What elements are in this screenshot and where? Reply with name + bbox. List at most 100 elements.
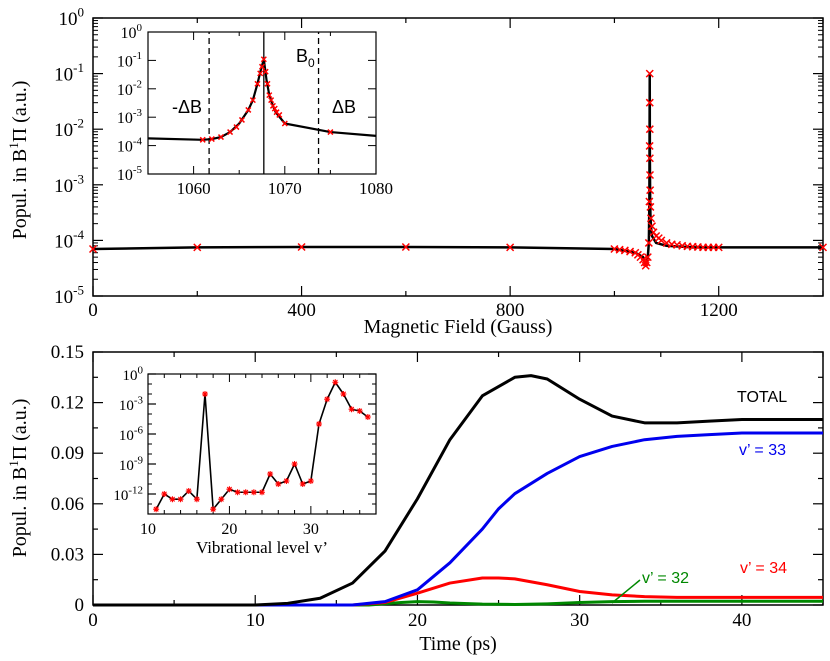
top-y-tick-label--5: 10-5 xyxy=(54,282,84,308)
top-inset-y-tick-label-0: 100 xyxy=(121,22,143,42)
bottom-inset-panel: 10 20 30 10-12 10-9 10-6 10-3 100 Vibrational … xyxy=(113,364,377,557)
bottom-inset-y-tick-label--3: 10-3 xyxy=(119,394,144,414)
series-label-total: TOTAL xyxy=(737,389,787,406)
bottom-inset-marker-20 xyxy=(316,421,322,427)
top-markers xyxy=(88,69,828,270)
top-marker-1 xyxy=(193,243,202,252)
top-marker-23 xyxy=(645,154,654,163)
bottom-inset-marker-16 xyxy=(283,477,290,484)
top-x-tick-label-0: 0 xyxy=(88,300,98,321)
bottom-inset-marker-18 xyxy=(299,481,306,487)
top-inset-marker-0 xyxy=(199,136,206,143)
top-inset-marker-13 xyxy=(264,80,271,87)
v32-pointer-line xyxy=(611,579,641,604)
top-inset-marker-21 xyxy=(327,129,334,136)
bottom-inset-marker-7 xyxy=(210,506,217,513)
series-label-v34: v’ = 34 xyxy=(740,560,787,577)
top-inset-marker-8 xyxy=(254,80,261,87)
top-inset-y-tick-label--3: 10-3 xyxy=(117,107,143,127)
bottom-y-tick-label-2: 0.06 xyxy=(51,494,84,515)
top-y-axis-label: Popul. in B1Π (a.u.) xyxy=(6,81,31,240)
bottom-inset-y-tick-label--6: 10-6 xyxy=(119,424,144,444)
bottom-inset-x-tick-label-10: 10 xyxy=(140,521,156,538)
top-marker-44 xyxy=(818,243,828,252)
top-marker-43 xyxy=(714,243,723,252)
top-marker-26 xyxy=(646,202,655,211)
top-inset-marker-17 xyxy=(271,105,278,112)
series-label-v33: v’ = 33 xyxy=(739,442,786,459)
bottom-inset-marker-11 xyxy=(242,489,249,496)
bottom-inset-y-ticks: 10-12 10-9 10-6 10-3 100 xyxy=(113,364,376,515)
top-marker-19 xyxy=(645,141,654,150)
series-label-v32: v’ = 32 xyxy=(642,570,689,587)
bottom-inset-marker-26 xyxy=(364,414,371,421)
bottom-x-tick-label-0: 0 xyxy=(88,610,98,631)
bottom-series-line-3 xyxy=(93,599,823,607)
top-y-tick-label--4: 10-4 xyxy=(54,227,84,253)
bottom-inset-x-tick-label-20: 20 xyxy=(221,521,237,538)
top-y-tick-label--3: 10-3 xyxy=(54,171,84,197)
bottom-inset-marker-12 xyxy=(250,489,257,496)
bottom-inset-marker-9 xyxy=(226,486,233,493)
top-inset-y-tick-label--2: 10-2 xyxy=(117,79,142,99)
top-inset-y-tick-label--1: 10-1 xyxy=(117,50,142,70)
top-panel: 0 400 800 1200 10-5 10-4 10-3 10-2 10-1 100 Magn… xyxy=(6,4,828,338)
bottom-y-tick-label-3: 0.09 xyxy=(51,443,84,464)
top-x-ticks: 0 400 800 1200 xyxy=(88,18,824,321)
top-inset-y-tick-label--5: 10-5 xyxy=(117,164,143,184)
top-inset-marker-12 xyxy=(262,68,269,75)
bottom-y-tick-label-0: 0 xyxy=(75,595,85,616)
top-inset-x-tick-label-1070: 1070 xyxy=(268,179,302,198)
bottom-inset-marker-1 xyxy=(161,491,168,497)
bottom-inset-marker-4 xyxy=(185,487,192,494)
top-x-tick-label-800: 800 xyxy=(496,300,525,321)
bottom-y-axis-label: Popul. in B1Π (a.u.) xyxy=(6,399,31,558)
top-inset-marker-11 xyxy=(260,56,267,63)
bottom-series-line-0 xyxy=(93,374,823,607)
top-inset-marker-1 xyxy=(208,136,215,143)
top-inset-marker-9 xyxy=(257,70,264,77)
bottom-x-tick-label-20: 20 xyxy=(408,610,427,631)
top-inset-panel: 1060 1070 1080 10-5 10-4 10-3 10-2 10-1 100 -ΔB… xyxy=(117,22,393,198)
top-y-tick-label-0: 100 xyxy=(59,4,85,30)
bottom-inset-marker-15 xyxy=(275,481,282,487)
top-marker-2 xyxy=(297,242,306,252)
top-marker-16 xyxy=(643,253,652,262)
top-marker-20 xyxy=(645,69,654,78)
bottom-series-line-2 xyxy=(93,576,823,607)
top-marker-0 xyxy=(88,244,98,254)
top-marker-21 xyxy=(645,98,654,107)
top-inset-series-line-0 xyxy=(147,58,377,141)
bottom-inset-marker-17 xyxy=(291,461,298,467)
top-inset-x-ticks: 1060 1070 1080 xyxy=(147,32,393,198)
bottom-series xyxy=(93,374,823,607)
bottom-inset-markers xyxy=(153,379,371,513)
top-inset-series xyxy=(147,58,377,141)
top-inset-marker-20 xyxy=(281,120,288,127)
bottom-x-tick-label-40: 40 xyxy=(732,610,751,631)
top-marker-32 xyxy=(657,236,666,245)
top-plot-frame xyxy=(92,17,824,297)
bottom-y-tick-label-1: 0.03 xyxy=(51,544,84,565)
top-y-tick-label--2: 10-2 xyxy=(54,116,84,142)
top-inset-frame xyxy=(147,31,377,175)
top-x-axis-label: Magnetic Field (Gauss) xyxy=(364,316,553,338)
top-y-ticks: 10-5 10-4 10-3 10-2 10-1 100 xyxy=(54,4,823,308)
bottom-y-ticks: 0 0.03 0.06 0.09 0.12 0.15 xyxy=(51,342,823,616)
bottom-inset-y-tick-label--12: 10-12 xyxy=(113,484,143,504)
bottom-inset-marker-10 xyxy=(234,489,241,496)
b0-label: B0 xyxy=(296,46,315,70)
top-x-tick-label-1200: 1200 xyxy=(700,300,738,321)
top-marker-17 xyxy=(644,238,653,247)
bottom-series-line-1 xyxy=(93,431,823,607)
bottom-y-tick-label-4: 0.12 xyxy=(51,393,84,414)
top-inset-y-ticks: 10-5 10-4 10-3 10-2 10-1 100 xyxy=(117,22,376,184)
top-marker-3 xyxy=(401,242,410,252)
bottom-x-axis-label: Time (ps) xyxy=(419,633,497,655)
top-inset-marker-4 xyxy=(233,124,240,131)
top-marker-25 xyxy=(646,186,655,195)
bottom-inset-marker-13 xyxy=(259,489,265,496)
top-x-tick-label-400: 400 xyxy=(287,300,316,321)
minus-delta-b-label: -ΔB xyxy=(172,97,202,117)
top-marker-28 xyxy=(647,222,657,231)
